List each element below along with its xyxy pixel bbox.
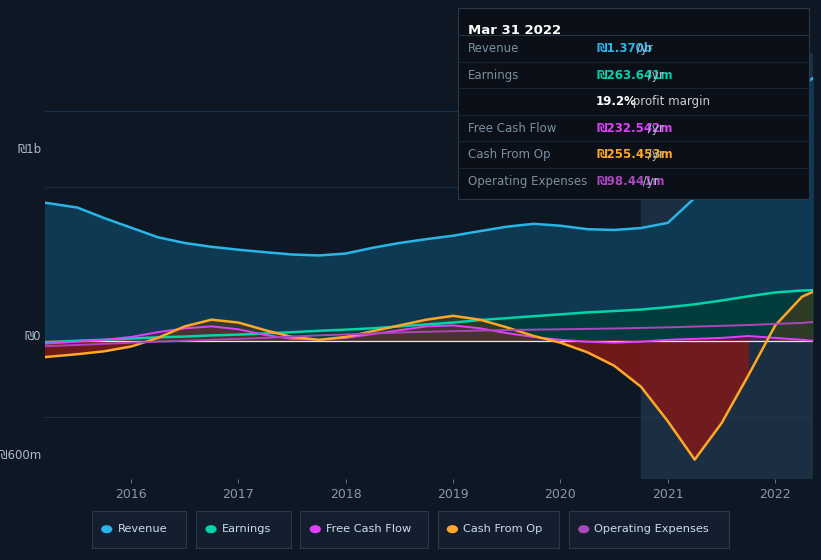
Text: Operating Expenses: Operating Expenses bbox=[468, 175, 587, 188]
Text: profit margin: profit margin bbox=[629, 95, 710, 108]
Text: ₪263.641m: ₪263.641m bbox=[596, 68, 672, 82]
Text: Cash From Op: Cash From Op bbox=[463, 524, 543, 534]
Text: ₪98.441m: ₪98.441m bbox=[596, 175, 664, 188]
Text: 19.2%: 19.2% bbox=[596, 95, 637, 108]
Text: -₪600m: -₪600m bbox=[0, 449, 41, 463]
Text: Earnings: Earnings bbox=[222, 524, 271, 534]
Text: ₪232.542m: ₪232.542m bbox=[596, 122, 672, 134]
Text: ₪255.453m: ₪255.453m bbox=[596, 148, 672, 161]
Text: Revenue: Revenue bbox=[117, 524, 167, 534]
Text: ₪0: ₪0 bbox=[25, 330, 41, 343]
Text: Revenue: Revenue bbox=[468, 42, 520, 55]
Text: Mar 31 2022: Mar 31 2022 bbox=[468, 24, 561, 37]
Text: /yr: /yr bbox=[634, 42, 654, 55]
Text: ₪1.370b: ₪1.370b bbox=[596, 42, 652, 55]
Text: Earnings: Earnings bbox=[468, 68, 520, 82]
Text: /yr: /yr bbox=[644, 122, 664, 134]
Text: Free Cash Flow: Free Cash Flow bbox=[326, 524, 411, 534]
Text: ₪1b: ₪1b bbox=[17, 143, 41, 156]
Text: /yr: /yr bbox=[644, 68, 664, 82]
Text: /yr: /yr bbox=[639, 175, 658, 188]
Text: Cash From Op: Cash From Op bbox=[468, 148, 550, 161]
Text: /yr: /yr bbox=[644, 148, 664, 161]
Text: Free Cash Flow: Free Cash Flow bbox=[468, 122, 557, 134]
Bar bbox=[641, 53, 813, 479]
Text: Operating Expenses: Operating Expenses bbox=[594, 524, 709, 534]
